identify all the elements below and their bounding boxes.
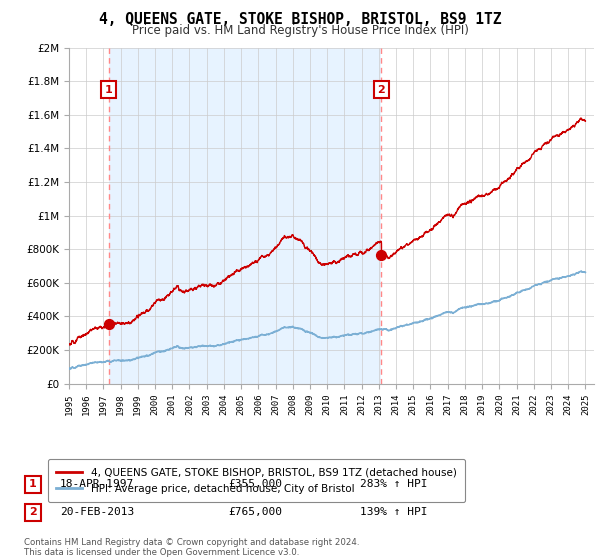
- Text: 283% ↑ HPI: 283% ↑ HPI: [360, 479, 427, 489]
- Text: 1: 1: [29, 479, 37, 489]
- Text: 18-APR-1997: 18-APR-1997: [60, 479, 134, 489]
- Text: 4, QUEENS GATE, STOKE BISHOP, BRISTOL, BS9 1TZ: 4, QUEENS GATE, STOKE BISHOP, BRISTOL, B…: [99, 12, 501, 27]
- Legend: 4, QUEENS GATE, STOKE BISHOP, BRISTOL, BS9 1TZ (detached house), HPI: Average pr: 4, QUEENS GATE, STOKE BISHOP, BRISTOL, B…: [48, 459, 465, 502]
- Text: £765,000: £765,000: [228, 507, 282, 517]
- Point: [104, 319, 113, 328]
- Text: 139% ↑ HPI: 139% ↑ HPI: [360, 507, 427, 517]
- Text: £355,000: £355,000: [228, 479, 282, 489]
- Text: Contains HM Land Registry data © Crown copyright and database right 2024.
This d: Contains HM Land Registry data © Crown c…: [24, 538, 359, 557]
- Bar: [109, 48, 382, 384]
- Text: 2: 2: [29, 507, 37, 517]
- Point: [377, 251, 386, 260]
- Text: Price paid vs. HM Land Registry's House Price Index (HPI): Price paid vs. HM Land Registry's House …: [131, 24, 469, 36]
- Text: 2: 2: [377, 85, 385, 95]
- Text: 20-FEB-2013: 20-FEB-2013: [60, 507, 134, 517]
- Text: 1: 1: [105, 85, 112, 95]
